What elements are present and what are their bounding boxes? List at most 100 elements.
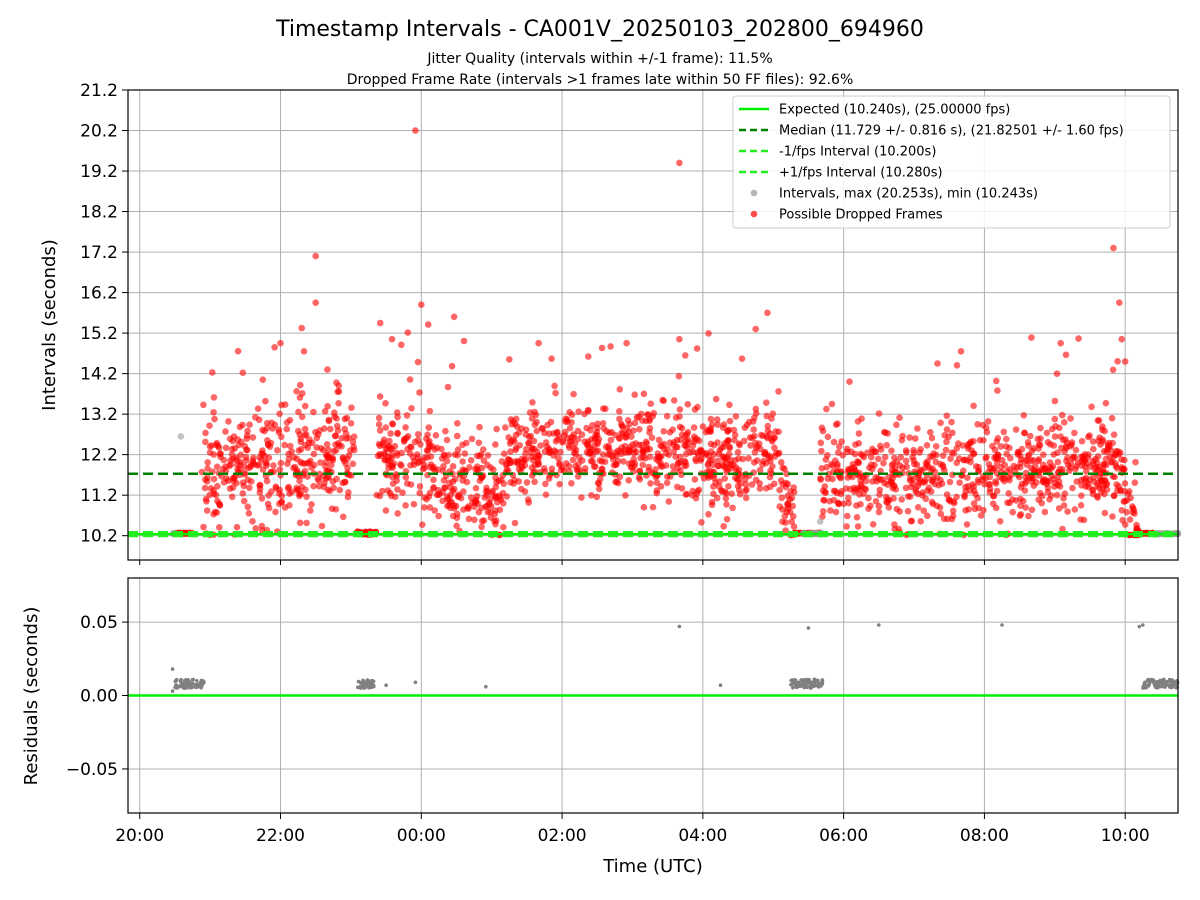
dropped-frame-point	[658, 442, 666, 450]
intervals-y-tick-label: 10.2	[80, 527, 118, 547]
dropped-frame-point	[502, 461, 510, 468]
dropped-frame-point	[483, 491, 491, 499]
dropped-frame-point	[244, 476, 252, 484]
dropped-frame-point	[210, 451, 218, 458]
dropped-frame-point	[836, 473, 844, 481]
dropped-frame-point	[752, 476, 760, 484]
dropped-frame-point	[1025, 512, 1032, 520]
dropped-frame-point	[1037, 424, 1044, 432]
dropped-frame-point	[568, 411, 576, 419]
dropped-frame-point	[725, 483, 732, 490]
dropped-frame-point	[204, 459, 211, 466]
dropped-frame-point	[478, 523, 485, 531]
dropped-frame-point	[732, 457, 739, 464]
dropped-frame-point	[676, 159, 683, 167]
dropped-frame-point	[1053, 491, 1061, 499]
dropped-frame-point	[616, 415, 623, 423]
dropped-frame-point	[742, 494, 750, 502]
dropped-frame-point	[670, 397, 678, 404]
dropped-frame-point	[295, 408, 302, 416]
dropped-frame-point	[1020, 412, 1028, 419]
dropped-frame-point	[622, 492, 629, 499]
dropped-frame-point	[824, 475, 832, 483]
dropped-frame-point	[297, 490, 305, 498]
dropped-frame-point	[315, 477, 323, 484]
dropped-frame-point	[1030, 482, 1038, 490]
dropped-frame-point	[844, 448, 851, 456]
dropped-frame-point	[310, 482, 317, 490]
dropped-frame-point	[345, 452, 353, 459]
dropped-frame-point	[682, 450, 690, 458]
dropped-frame-point	[569, 456, 577, 464]
dropped-frame-point	[1055, 505, 1063, 512]
dropped-frame-point	[1009, 508, 1016, 516]
dropped-frame-point	[492, 483, 500, 491]
dropped-frame-point	[376, 427, 384, 434]
dropped-frame-point	[443, 457, 451, 465]
dropped-frame-point	[702, 451, 709, 459]
dropped-frame-point	[1084, 480, 1092, 488]
x-tick-label: 02:00	[538, 826, 587, 846]
dropped-frame-point	[614, 447, 622, 454]
dropped-frame-point	[350, 443, 357, 451]
dropped-frame-point	[1005, 490, 1012, 497]
dropped-frame-point	[663, 479, 671, 487]
dropped-frame-point	[689, 442, 697, 450]
dropped-frame-point	[1090, 474, 1097, 481]
dropped-frame-point	[583, 448, 591, 456]
dropped-frame-point	[592, 463, 599, 470]
dropped-frame-point	[348, 404, 355, 412]
dropped-frame-point	[203, 507, 211, 514]
dropped-frame-point	[505, 456, 513, 464]
dropped-frame-point	[708, 498, 716, 506]
dropped-frame-point	[832, 508, 840, 516]
dropped-frame-point	[949, 507, 957, 515]
dropped-frame-point	[1006, 476, 1013, 484]
dropped-frame-point	[1060, 502, 1068, 509]
residual-point	[1142, 681, 1147, 686]
dropped-frame-point	[633, 414, 641, 421]
dropped-frame-point	[902, 457, 910, 465]
dropped-frame-point	[710, 490, 717, 498]
dropped-frame-point	[321, 408, 329, 415]
dropped-frame-point	[664, 445, 671, 453]
dropped-frame-point	[645, 463, 653, 471]
dropped-frame-point	[259, 447, 266, 454]
dropped-frame-point	[394, 429, 401, 437]
dropped-frame-point	[989, 500, 997, 508]
dropped-frame-point	[869, 478, 876, 485]
dropped-frame-point	[851, 466, 858, 473]
dropped-frame-point	[233, 523, 241, 531]
dropped-frame-point	[239, 479, 247, 486]
dropped-frame-point	[934, 360, 941, 367]
legend-entry-label: +1/fps Interval (10.280s)	[779, 166, 943, 181]
dropped-frame-point	[839, 452, 847, 459]
dropped-frame-point	[699, 423, 707, 430]
dropped-frame-point	[750, 426, 757, 433]
residual-point	[1161, 684, 1165, 689]
dropped-frame-point	[712, 395, 720, 403]
dropped-frame-point	[454, 446, 462, 454]
dropped-frame-point	[723, 515, 731, 523]
dropped-frame-point	[1129, 503, 1136, 510]
dropped-frame-point	[256, 454, 264, 461]
dropped-frame-point	[747, 442, 754, 449]
residual-point	[182, 686, 187, 690]
dropped-frame-point	[956, 479, 963, 487]
dropped-frame-point	[268, 419, 275, 427]
dropped-frame-point	[245, 510, 253, 517]
dropped-frame-point	[1088, 403, 1095, 411]
legend-entry-label: Median (11.729 +/- 0.816 s), (21.82501 +…	[779, 124, 1124, 139]
residual-point	[789, 678, 793, 683]
dropped-frame-point	[444, 502, 451, 510]
legend-swatch-dot	[750, 210, 758, 218]
dropped-frame-point	[662, 462, 670, 469]
dropped-frame-point	[236, 423, 244, 431]
dropped-frame-point	[570, 390, 577, 398]
dropped-frame-point	[595, 480, 603, 488]
dropped-frame-point	[678, 431, 686, 439]
dropped-frame-point	[1116, 449, 1124, 456]
dropped-frame-point	[594, 420, 601, 428]
dropped-frame-point	[631, 419, 639, 427]
dropped-frame-point	[1001, 461, 1008, 469]
